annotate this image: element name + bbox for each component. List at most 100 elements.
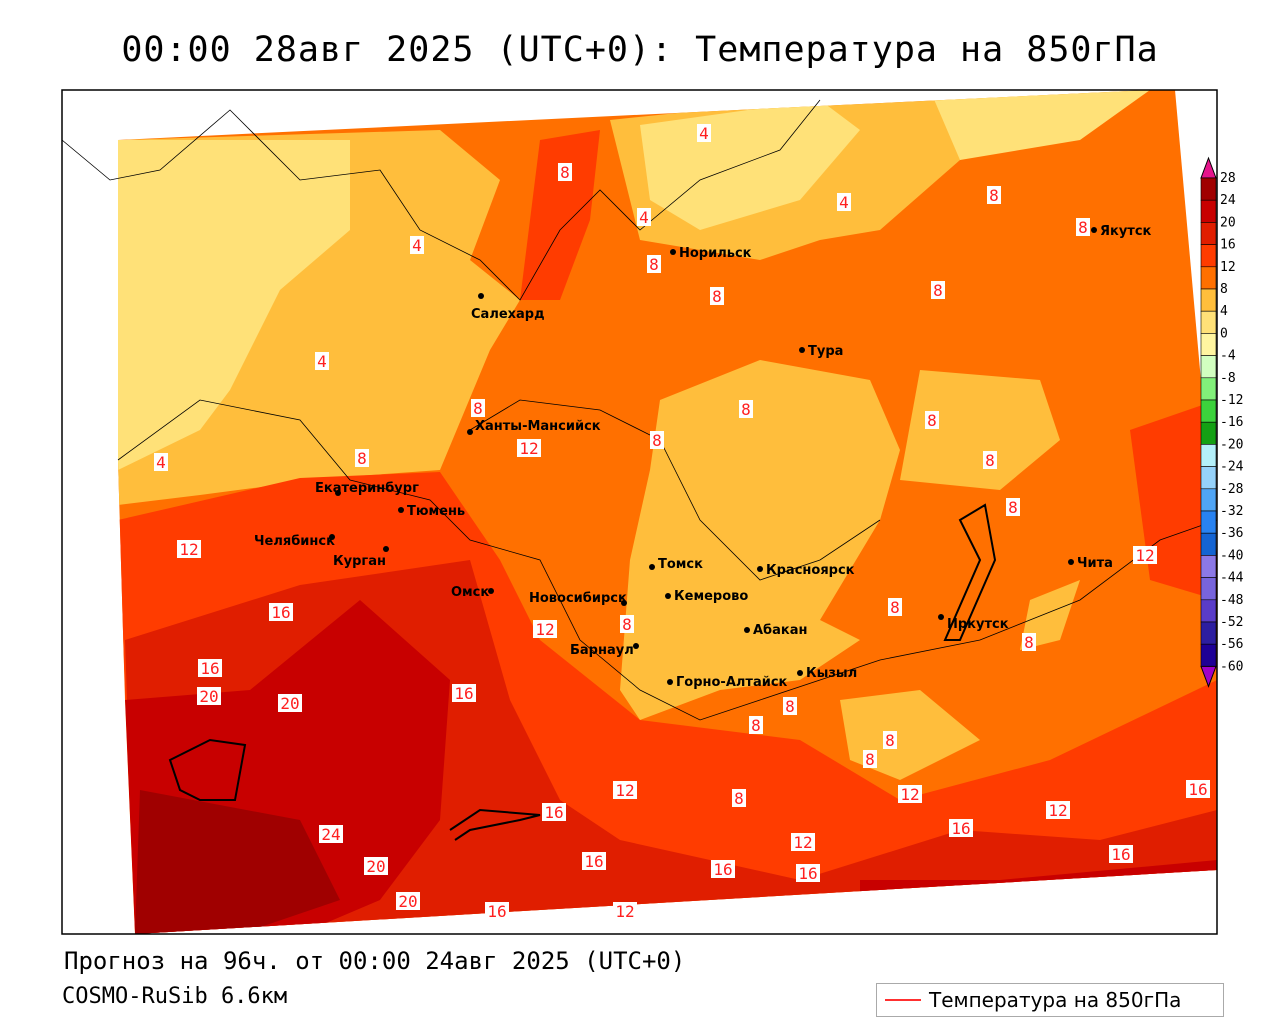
city-marker (670, 249, 676, 255)
colorbar-tick: -36 (1220, 526, 1243, 541)
svg-text:20: 20 (280, 694, 299, 713)
svg-text:8: 8 (989, 186, 999, 205)
city-label: Красноярск (766, 563, 855, 578)
contour-label: 20 (197, 687, 221, 706)
contour-label: 12 (1046, 801, 1070, 820)
svg-text:12: 12 (519, 439, 538, 458)
temperature-fill (118, 90, 1217, 934)
svg-text:8: 8 (1024, 633, 1034, 652)
contour-label: 8 (863, 750, 877, 769)
svg-text:8: 8 (560, 163, 570, 182)
colorbar-swatch (1200, 266, 1217, 290)
contour-label: 8 (558, 163, 572, 182)
model-name: COSMO-RuSib 6.6км (62, 984, 288, 1009)
city-markers: Якутск Норильск Салехард Тура Ханты-Мансийск… (254, 224, 1152, 690)
contour-label: 8 (647, 255, 661, 274)
city-marker (665, 593, 671, 599)
contour-label: 8 (883, 731, 897, 750)
svg-text:8: 8 (649, 255, 659, 274)
contour-label: 12 (1133, 546, 1157, 565)
svg-text:4: 4 (317, 352, 327, 371)
contour-label: 8 (650, 431, 664, 450)
contour-label: 12 (533, 620, 557, 639)
colorbar-swatch (1200, 466, 1217, 490)
map-frame (61, 89, 1218, 935)
city-marker (329, 534, 335, 540)
city-label: Барнаул (570, 643, 634, 658)
contour-label: 8 (739, 400, 753, 419)
contour-label: 16 (1109, 845, 1133, 864)
svg-text:16: 16 (544, 803, 563, 822)
svg-text:8: 8 (652, 431, 662, 450)
legend-label: Температура на 850гПа (929, 988, 1182, 1012)
colorbar-swatch (1200, 621, 1217, 645)
contour-label: 20 (364, 857, 388, 876)
colorbar-swatch (1200, 488, 1217, 512)
svg-text:8: 8 (357, 449, 367, 468)
svg-text:4: 4 (639, 208, 649, 227)
colorbar-swatch (1200, 599, 1217, 623)
city-marker (335, 490, 341, 496)
city-label: Томск (658, 557, 703, 572)
colorbar-tick: -32 (1220, 504, 1243, 519)
contour-label: 16 (269, 603, 293, 622)
svg-text:4: 4 (839, 193, 849, 212)
contour-label: 8 (710, 287, 724, 306)
colorbar-tick: 28 (1220, 171, 1236, 186)
contour-label: 16 (1186, 780, 1210, 799)
colorbar-tick: -40 (1220, 548, 1243, 563)
contour-label: 8 (925, 411, 939, 430)
colorbar-tick: -16 (1220, 415, 1243, 430)
svg-text:16: 16 (584, 852, 603, 871)
contour-label: 8 (983, 451, 997, 470)
svg-text:16: 16 (713, 860, 732, 879)
contour-label: 16 (542, 803, 566, 822)
city-marker (799, 347, 805, 353)
contour-label: 8 (620, 615, 634, 634)
contour-label: 12 (791, 833, 815, 852)
city-label: Кызыл (806, 666, 857, 681)
colorbar-swatch (1200, 421, 1217, 445)
city-label: Курган (333, 554, 386, 569)
contour-label: 8 (732, 789, 746, 808)
svg-text:12: 12 (793, 833, 812, 852)
colorbar-tick: 0 (1220, 326, 1228, 341)
city-label: Салехард (471, 307, 545, 322)
legend-line-swatch (885, 999, 921, 1001)
svg-text:16: 16 (271, 603, 290, 622)
city-label: Екатеринбург (315, 481, 419, 496)
contour-label: 4 (315, 352, 329, 371)
colorbar-swatch (1200, 288, 1217, 312)
colorbar-swatch (1200, 199, 1217, 223)
colorbar-swatch (1200, 510, 1217, 534)
contour-label: 16 (582, 852, 606, 871)
colorbar-swatch (1200, 222, 1217, 245)
svg-text:8: 8 (785, 697, 795, 716)
contour-label: 4 (154, 453, 168, 472)
colorbar-tick: 4 (1220, 304, 1228, 319)
svg-text:20: 20 (366, 857, 385, 876)
city-marker (1068, 559, 1074, 565)
city-label: Норильск (679, 246, 752, 261)
city-label: Тура (808, 344, 843, 359)
colorbar-swatch (1200, 333, 1217, 356)
colorbar-swatch (1200, 555, 1217, 578)
contour-label: 8 (471, 399, 485, 418)
city-marker (938, 614, 944, 620)
colorbar-tick: -60 (1220, 659, 1243, 674)
contour-label: 8 (1022, 633, 1036, 652)
city-marker (667, 679, 673, 685)
svg-text:8: 8 (865, 750, 875, 769)
city-marker (621, 600, 627, 606)
colorbar-tick: -28 (1220, 482, 1243, 497)
svg-text:16: 16 (454, 684, 473, 703)
colorbar-tick: -20 (1220, 437, 1243, 452)
city-label: Кемерово (674, 589, 748, 604)
svg-text:8: 8 (890, 598, 900, 617)
contour-label: 4 (837, 193, 851, 212)
svg-text:8: 8 (1008, 498, 1018, 517)
contour-label: 16 (485, 902, 509, 921)
contour-label: 8 (355, 449, 369, 468)
svg-text:16: 16 (1188, 780, 1207, 799)
